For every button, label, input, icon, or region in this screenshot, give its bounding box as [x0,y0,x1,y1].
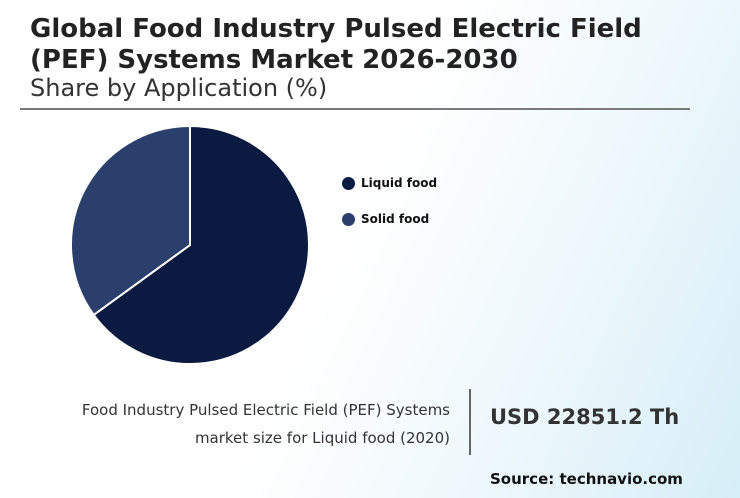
legend-label-liquid-food: Liquid food [361,176,438,190]
pie-slice-solid-food [70,124,191,317]
pie-slice-liquid-food [92,124,310,365]
legend-item-liquid-food: Liquid food [342,174,437,192]
chart-title: Global Food Industry Pulsed Electric Fie… [30,14,642,75]
chart-legend: Liquid food Solid food [342,174,437,246]
pie-chart [70,124,310,365]
legend-swatch-solid-food [342,212,355,226]
chart-subtitle: Share by Application (%) [30,74,328,102]
title-divider [20,108,690,110]
market-size-description: Food Industry Pulsed Electric Field (PEF… [81,401,450,447]
legend-swatch-liquid-food [342,176,355,190]
market-size-value: USD 22851.2 Th [490,405,680,429]
legend-label-solid-food: Solid food [361,212,430,226]
legend-item-solid-food: Solid food [342,210,437,228]
stat-divider [469,389,471,455]
source-credit: Source: technavio.com [490,470,683,488]
